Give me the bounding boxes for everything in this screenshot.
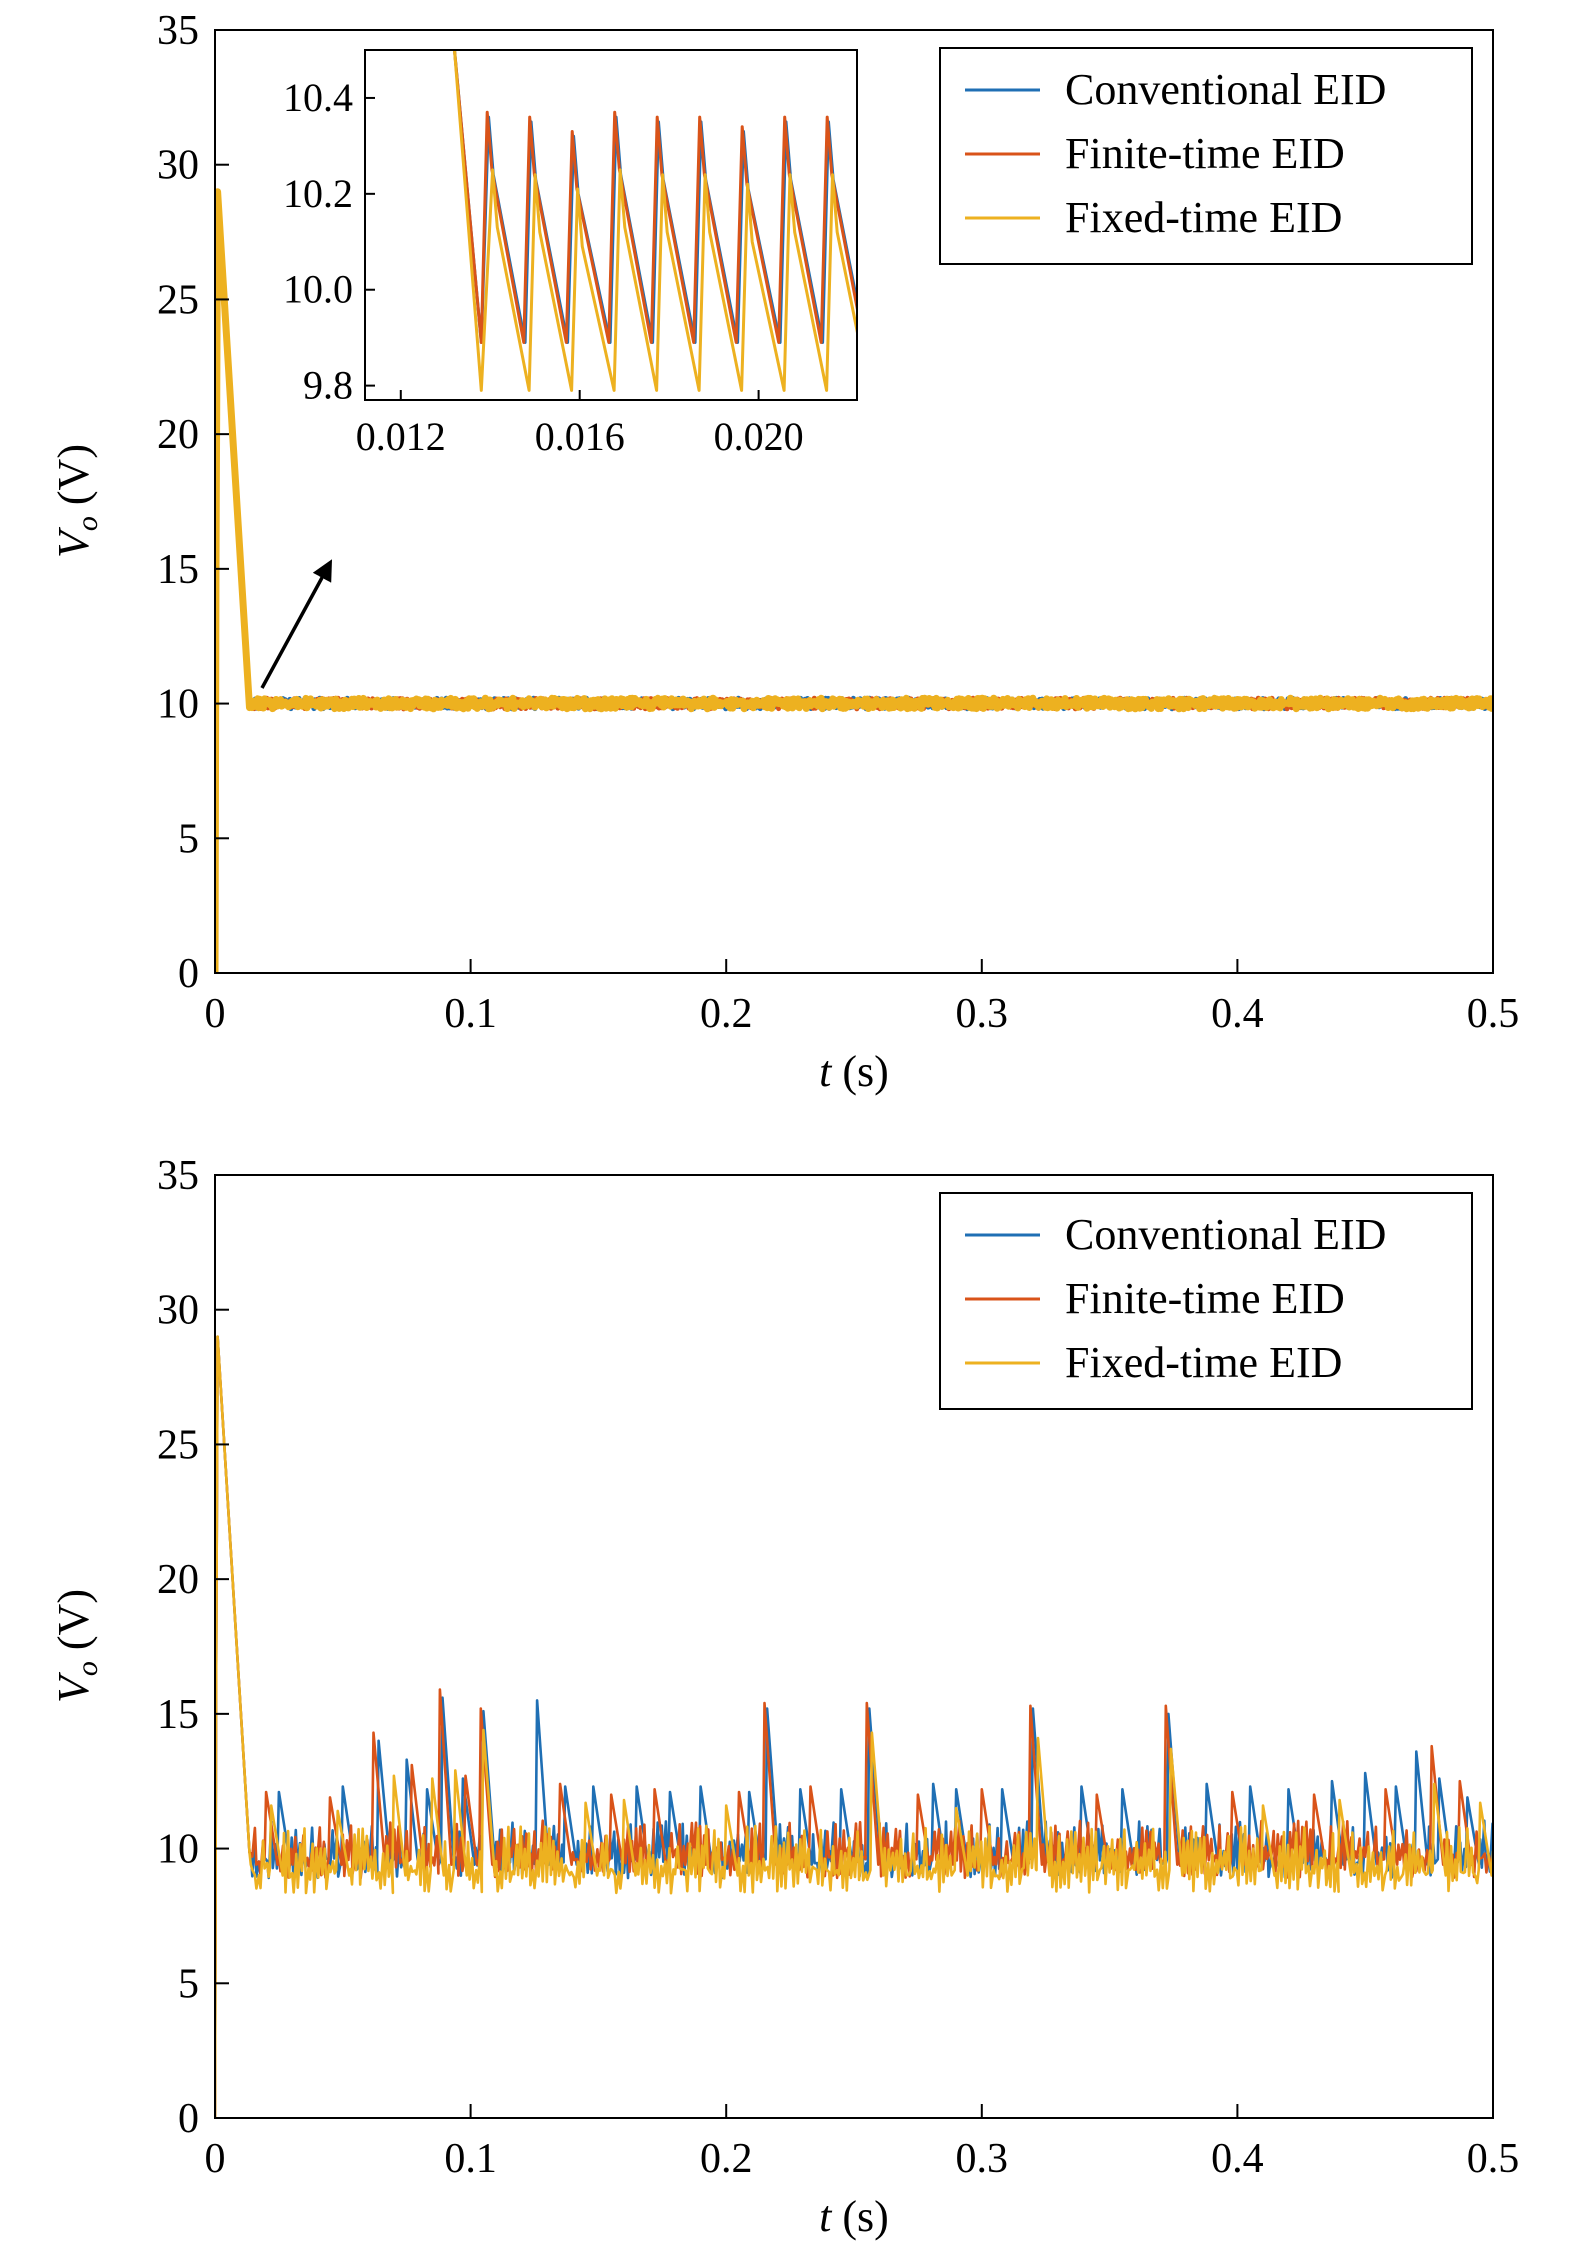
series-line-fixed <box>215 1335 1493 2118</box>
top-y-axis-label: Vo (V) <box>49 444 104 558</box>
top-x-tick-label: 0 <box>205 991 226 1037</box>
bottom-y-tick-label: 30 <box>157 1288 199 1334</box>
top-x-ticks: 0 0.1 0.2 0.3 0.4 0.5 <box>205 959 1520 1037</box>
top-y-tick-label: 10 <box>157 682 199 728</box>
top-x-axis-label: t (s) <box>819 1047 889 1096</box>
bottom-x-axis-label: t (s) <box>819 2192 889 2241</box>
top-plot-lines <box>215 188 1493 973</box>
bottom-y-label-unit: (V) <box>49 1589 98 1661</box>
top-y-tick-label: 15 <box>157 547 199 593</box>
bottom-y-tick-label: 25 <box>157 1422 199 1468</box>
bottom-y-label-sub: o <box>71 1661 104 1676</box>
top-panel: 0 5 10 15 20 25 30 35 0 0.1 0.2 0.3 0.4 0.5 9.8 10.0 1… <box>49 8 1519 1096</box>
bottom-y-tick-label: 20 <box>157 1557 199 1603</box>
top-y-label-unit: (V) <box>49 444 98 516</box>
bottom-x-tick-label: 0.1 <box>444 2136 497 2182</box>
legend-label-fixed: Fixed-time EID <box>1065 193 1342 242</box>
top-inset: 9.8 10.0 10.2 10.4 0.012 0.016 0.020 <box>283 49 858 459</box>
top-plot-frame <box>214 29 1494 974</box>
inset-plot-lines <box>453 50 857 392</box>
bottom-y-label-var: V <box>49 1671 98 1703</box>
bottom-x-tick-label: 0.4 <box>1211 2136 1264 2182</box>
top-x-tick-label: 0.2 <box>700 991 753 1037</box>
inset-frame-outline <box>364 49 858 401</box>
legend-label-fixed: Fixed-time EID <box>1065 1338 1342 1387</box>
bottom-y-tick-label: 0 <box>178 2096 199 2142</box>
top-y-tick-label: 0 <box>178 951 199 997</box>
inset-y-ticks: 9.8 10.0 10.2 10.4 <box>283 75 375 408</box>
top-y-tick-label: 30 <box>157 143 199 189</box>
top-legend: Conventional EID Finite-time EID Fixed-t… <box>939 47 1473 265</box>
inset-x-tick-label: 0.016 <box>535 414 625 459</box>
top-y-tick-label: 35 <box>157 8 199 54</box>
top-zoom-arrow <box>260 559 333 689</box>
inset-x-tick-label: 0.020 <box>714 414 804 459</box>
top-x-label-unit: (s) <box>831 1047 888 1096</box>
inset-x-ticks: 0.012 0.016 0.020 <box>356 390 804 459</box>
bottom-legend: Conventional EID Finite-time EID Fixed-t… <box>939 1192 1473 1410</box>
inset-y-tick-label: 9.8 <box>303 363 353 408</box>
bottom-panel: 0 5 10 15 20 25 30 35 0 0.1 0.2 0.3 0.4 0.5 Conventi… <box>49 1153 1519 2241</box>
bottom-x-tick-label: 0 <box>205 2136 226 2182</box>
inset-y-tick-label: 10.2 <box>283 171 353 216</box>
inset-series-line-finite <box>453 50 857 344</box>
top-y-ticks: 0 5 10 15 20 25 30 35 <box>157 8 229 997</box>
bottom-legend-box <box>939 1192 1473 1410</box>
top-x-tick-label: 0.5 <box>1467 991 1520 1037</box>
legend-label-conventional: Conventional EID <box>1065 1210 1386 1259</box>
top-y-tick-label: 25 <box>157 277 199 323</box>
inset-series-line-fixed <box>453 50 857 392</box>
series-line-fixed <box>215 188 1493 973</box>
top-y-label-sub: o <box>71 516 104 531</box>
top-y-tick-label: 5 <box>178 816 199 862</box>
bottom-x-tick-label: 0.5 <box>1467 2136 1520 2182</box>
bottom-y-tick-label: 35 <box>157 1153 199 1199</box>
legend-label-finite: Finite-time EID <box>1065 1274 1345 1323</box>
top-x-label-var: t <box>819 1047 833 1096</box>
bottom-y-tick-label: 15 <box>157 1692 199 1738</box>
bottom-y-tick-label: 10 <box>157 1827 199 1873</box>
inset-y-tick-label: 10.0 <box>283 267 353 312</box>
top-y-tick-label: 20 <box>157 412 199 458</box>
bottom-plot-frame <box>214 1174 1494 2119</box>
bottom-x-tick-label: 0.3 <box>956 2136 1009 2182</box>
bottom-x-label-unit: (s) <box>831 2192 888 2241</box>
bottom-x-label-var: t <box>819 2192 833 2241</box>
bottom-x-ticks: 0 0.1 0.2 0.3 0.4 0.5 <box>205 2104 1520 2182</box>
legend-label-conventional: Conventional EID <box>1065 65 1386 114</box>
bottom-x-tick-label: 0.2 <box>700 2136 753 2182</box>
top-legend-box <box>939 47 1473 265</box>
top-x-tick-label: 0.3 <box>956 991 1009 1037</box>
top-x-tick-label: 0.4 <box>1211 991 1264 1037</box>
top-y-label-var: V <box>49 526 98 558</box>
inset-y-tick-label: 10.4 <box>283 75 353 120</box>
bottom-y-ticks: 0 5 10 15 20 25 30 35 <box>157 1153 229 2142</box>
bottom-y-axis-label: Vo (V) <box>49 1589 104 1703</box>
bottom-y-tick-label: 5 <box>178 1961 199 2007</box>
top-x-tick-label: 0.1 <box>444 991 497 1037</box>
inset-x-tick-label: 0.012 <box>356 414 446 459</box>
bottom-plot-lines <box>215 1335 1493 2118</box>
legend-label-finite: Finite-time EID <box>1065 129 1345 178</box>
